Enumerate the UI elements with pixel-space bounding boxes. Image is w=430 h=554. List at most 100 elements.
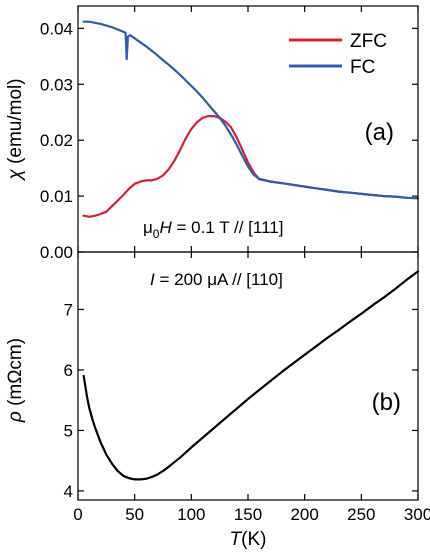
panel-a-data-point [167, 63, 170, 66]
panel-a-data-point [105, 210, 108, 213]
panel-a-data-point [235, 136, 238, 139]
panel-a-data-point [349, 191, 351, 194]
panel-a-data-point [213, 115, 215, 117]
panel-a-data-point [184, 79, 187, 82]
panel-b-data-point [91, 419, 94, 422]
panel-b-data-point [99, 441, 102, 444]
panel-a-data-point [162, 59, 164, 62]
panel-a-data-point [213, 110, 215, 112]
ylabel-rho-unit: (mΩcm) [5, 338, 26, 411]
annotation-rest: = 0.1 T // [111] [172, 218, 284, 237]
panel-b-data-point [86, 396, 88, 399]
panel-b-data-point [303, 353, 306, 356]
panel-a-data-point [224, 120, 227, 123]
panel-a-data-point [94, 21, 96, 24]
panel-a-data-point [196, 90, 198, 93]
panel-a-data-point [145, 179, 147, 182]
panel-b-data-point [133, 478, 136, 481]
panel-b-data-point [105, 453, 108, 456]
panel-a-data-point [133, 37, 136, 40]
panel-b-data-point [326, 337, 329, 339]
panel-a-y-tick-label: 0.02 [40, 131, 73, 150]
panel-b-data-point [162, 470, 164, 472]
panel-b-data-point [405, 278, 408, 281]
panel-b-series-line-0 [82, 270, 420, 481]
annotation-sub: 0 [153, 227, 160, 241]
ylabel-rho: ρ [5, 411, 26, 423]
current-annotation: I = 200 μA // [110] [150, 270, 283, 289]
x-tick-label: 0 [73, 505, 82, 524]
panel-a-data-point [124, 31, 127, 34]
x-tick-label: 200 [290, 505, 318, 524]
panel-b-data-point [150, 476, 153, 478]
xlabel-unit: (K) [241, 529, 266, 550]
panel-b-data-point [82, 375, 85, 377]
panel-a-data-point [207, 115, 210, 117]
panel-a-data-point [127, 35, 129, 38]
panel-b-data-point [224, 417, 227, 420]
legend-label-fc: FC [350, 57, 375, 78]
panel-a-data-point [360, 193, 363, 195]
panel-a-data-point [116, 199, 119, 202]
panel-a-data-point [156, 177, 159, 180]
panel-a-data-point [167, 168, 170, 171]
panel-a-data-point [235, 143, 238, 146]
panel-a-data-point [303, 185, 306, 188]
panel-b-data-point [349, 320, 351, 323]
panel-a-data-point [82, 214, 85, 217]
panel-b-data-point [269, 379, 272, 382]
panel-a-data-point [99, 213, 102, 215]
panel-a-data-point [133, 182, 136, 185]
panel-b: 4 5 6 7 0 50 100 150 200 250 300 I = 200 μA // [1… [5, 251, 430, 550]
annotation-i: I [150, 270, 155, 289]
panel-b-data-point [111, 462, 113, 465]
panel-a-data-point [150, 179, 153, 182]
panel-b-data-point [247, 398, 249, 400]
panel-a-data-point [241, 154, 244, 157]
panel-a-data-point [156, 54, 159, 57]
panel-a-data-point [201, 96, 204, 99]
panel-a-y-tick-label: 0.00 [40, 243, 73, 262]
panel-b-data-point [167, 465, 170, 468]
panel-a-data-point [315, 187, 317, 190]
panel-a-data-point [145, 45, 147, 48]
panel-a-data-point [94, 214, 96, 217]
panel-b-data-point [190, 446, 193, 449]
panel-b-data-point [128, 477, 130, 480]
panel-b-y-tick-label: 4 [64, 482, 73, 501]
panel-b-data-point [88, 407, 91, 409]
panel-b-data-point [292, 362, 295, 365]
panel-b-frame [77, 251, 419, 501]
panel-a-data-point [269, 180, 272, 183]
panel-a-data-point [162, 174, 164, 177]
panel-a: 0.00 0.01 0.02 0.03 0.04 ZFC FC (a) μ0H = 0.… [5, 5, 420, 262]
panel-a-data-point [230, 133, 232, 136]
panel-a-series-group [82, 20, 420, 218]
panel-b-data-point [156, 473, 159, 476]
panel-a-data-point [111, 26, 113, 29]
annotation-current-rest: = 200 μA // [110] [155, 270, 283, 289]
panel-a-data-point [179, 149, 181, 152]
panel-b-y-ticks: 4 5 6 7 [64, 300, 418, 501]
panel-a-data-point [184, 137, 187, 140]
panel-a-y-ticks: 0.00 0.01 0.02 0.03 0.04 [40, 19, 418, 262]
panel-a-data-point [116, 28, 119, 31]
panel-b-data-point [258, 389, 261, 391]
panel-b-y-axis-title: ρ (mΩcm) [5, 338, 26, 423]
panel-a-data-point [383, 195, 385, 198]
panel-b-data-point [360, 312, 363, 315]
panel-a-data-point [111, 205, 113, 208]
panel-b-data-point [281, 370, 283, 373]
panel-b-data-point [315, 345, 317, 348]
ylabel-chi-unit: (emu/mol) [5, 78, 26, 169]
panel-a-data-point [371, 194, 374, 196]
panel-b-data-point [116, 470, 119, 472]
panel-a-data-point [122, 194, 125, 196]
panel-a-data-point [128, 187, 130, 190]
panel-b-y-tick-label: 5 [64, 421, 73, 440]
panel-a-data-point [173, 68, 176, 71]
panel-a-data-point [125, 58, 128, 60]
field-annotation: μ0H = 0.1 T // [111] [143, 218, 283, 241]
panel-a-data-point [258, 177, 261, 180]
